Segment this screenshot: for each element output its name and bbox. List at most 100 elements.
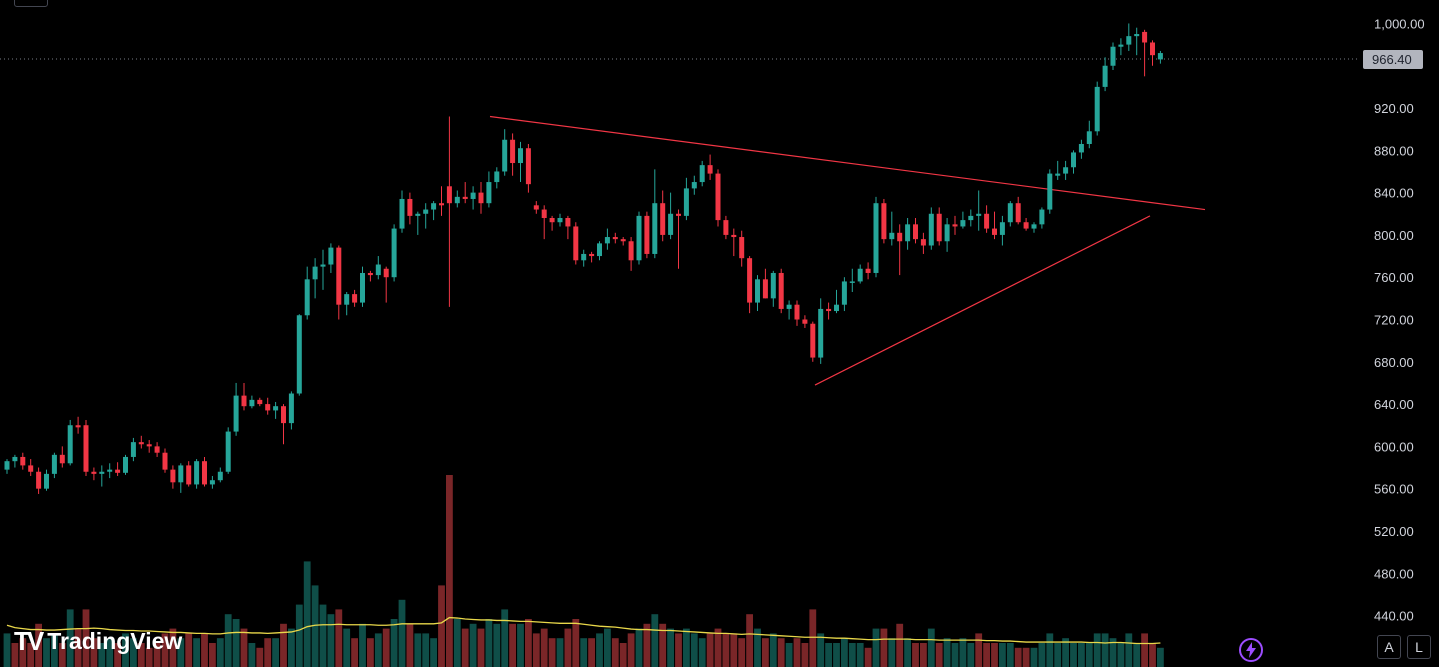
volume-bar — [872, 628, 880, 667]
candle — [604, 228, 610, 250]
candle — [920, 232, 926, 254]
volume-bar — [888, 638, 896, 667]
volume-bar — [532, 633, 540, 667]
volume-bar — [675, 633, 682, 667]
volume-bar — [193, 638, 200, 667]
candle — [446, 116, 452, 307]
candle — [257, 397, 263, 407]
volume-bar — [453, 619, 461, 667]
candle-body — [1142, 31, 1148, 43]
tradingview-logo-text: TradingView — [47, 628, 183, 654]
candle — [936, 207, 942, 246]
candle-body — [770, 272, 776, 299]
candle — [75, 416, 81, 434]
candle — [620, 237, 626, 246]
candle — [984, 205, 990, 233]
volume-bar — [311, 585, 319, 667]
volume-bar — [635, 628, 643, 667]
candle-body — [391, 228, 397, 278]
candle-body — [936, 213, 942, 242]
volume-bar — [3, 633, 11, 667]
candle-body — [881, 203, 887, 240]
candle-body — [612, 237, 618, 240]
candle — [913, 218, 918, 244]
volume-bar — [327, 614, 335, 667]
volume-bar — [272, 638, 279, 667]
volume-bar — [540, 628, 548, 667]
candle-body — [59, 454, 65, 464]
candle-body — [525, 148, 531, 185]
candle — [652, 169, 658, 259]
candle-body — [920, 239, 926, 246]
candle-body — [486, 182, 492, 204]
volume-bar — [414, 633, 422, 667]
price-axis[interactable]: 1,000.00 920.00 880.00 840.00 800.00 760.00 72… — [1374, 16, 1425, 623]
candle — [691, 175, 697, 195]
candle — [999, 215, 1005, 246]
volume-bar — [509, 623, 516, 667]
candle-body — [186, 465, 192, 485]
candle — [146, 440, 152, 453]
candle-body — [794, 304, 800, 320]
flash-icon[interactable] — [1238, 637, 1264, 663]
volume-bar — [943, 638, 951, 667]
candle — [1110, 42, 1116, 70]
candle-body — [565, 218, 571, 227]
candle — [525, 143, 531, 193]
candle — [865, 262, 871, 280]
candle-body — [1157, 53, 1163, 60]
candle-body — [12, 456, 18, 462]
candle — [818, 298, 824, 364]
candle — [162, 448, 168, 473]
candle — [873, 196, 879, 278]
volume-bar — [288, 628, 295, 667]
candle-body — [241, 395, 247, 407]
descending-trendline[interactable] — [489, 115, 1206, 211]
auto-scale-button[interactable]: A — [1377, 635, 1401, 659]
candle-body — [723, 220, 729, 235]
candle — [407, 192, 413, 225]
candle — [328, 243, 334, 273]
candle-body — [628, 241, 634, 261]
volume-bar — [683, 628, 690, 667]
candle-body — [1134, 34, 1140, 37]
trendlines[interactable] — [489, 115, 1206, 386]
volume-bar — [422, 633, 430, 667]
log-scale-button[interactable]: L — [1407, 635, 1431, 659]
ascending-trendline[interactable] — [814, 215, 1151, 386]
volume-bar — [825, 643, 832, 667]
volume-bar — [817, 633, 825, 667]
volume-bar — [209, 643, 216, 667]
volume-bar — [604, 628, 611, 667]
volume-bar — [951, 643, 959, 667]
candle-body — [849, 281, 855, 283]
volume-bar — [216, 638, 224, 667]
candle-body — [439, 203, 444, 206]
volume-bar — [1062, 638, 1069, 667]
candle-body — [75, 425, 81, 428]
candle-body — [999, 222, 1005, 235]
candle — [905, 218, 911, 250]
candle — [241, 382, 247, 411]
volume-bar — [438, 585, 445, 667]
candle — [510, 133, 516, 176]
candle-body — [952, 224, 958, 227]
candle — [857, 264, 863, 284]
candle — [431, 201, 437, 221]
candle — [660, 190, 666, 242]
candle-body — [644, 215, 650, 254]
candle-body — [1118, 44, 1124, 47]
candle — [1150, 40, 1155, 66]
candle-body — [1023, 222, 1029, 229]
candle-body — [399, 198, 405, 229]
top-left-control[interactable] — [14, 0, 48, 7]
volume-bar — [319, 604, 327, 667]
candle-body — [115, 469, 121, 473]
price-tick-label: 440.00 — [1374, 609, 1414, 624]
candle-body — [91, 471, 97, 474]
volume-bar — [1070, 643, 1077, 667]
candle — [304, 266, 310, 320]
candle-body — [360, 272, 365, 303]
candle-body — [1055, 173, 1061, 176]
